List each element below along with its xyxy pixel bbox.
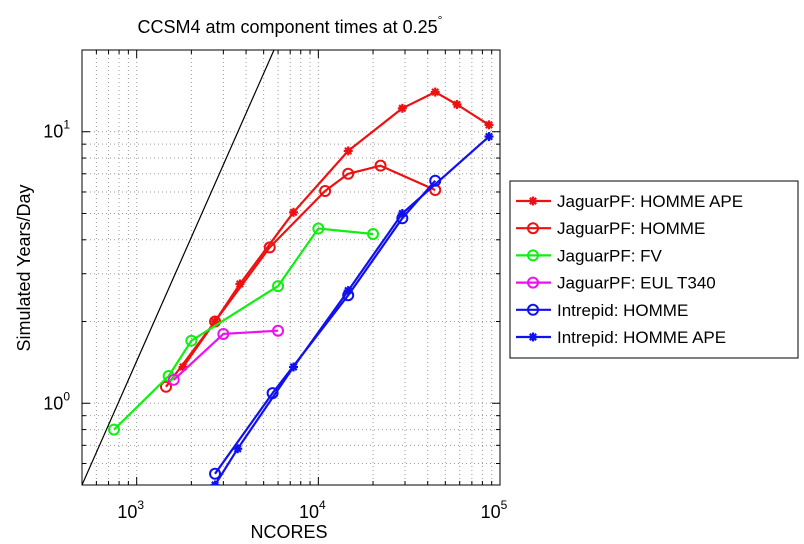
x-axis-title: NCORES bbox=[250, 522, 327, 542]
legend-label: JaguarPF: EUL T340 bbox=[557, 274, 716, 293]
data-point bbox=[319, 184, 332, 197]
data-point bbox=[527, 303, 539, 316]
data-point bbox=[343, 146, 353, 156]
legend-item: Intrepid: HOMME bbox=[516, 301, 688, 320]
data-point bbox=[397, 208, 407, 218]
data-point bbox=[289, 362, 299, 372]
series-line bbox=[214, 179, 437, 475]
series-intrepid-homme bbox=[209, 174, 442, 480]
legend-label: JaguarPF: HOMME APE bbox=[557, 192, 743, 211]
legend-item: JaguarPF: HOMME APE bbox=[516, 192, 743, 211]
series-jaguarpf-fv bbox=[107, 222, 380, 436]
y-tick-label: 100 bbox=[43, 389, 70, 413]
x-tick-label: 105 bbox=[481, 498, 508, 522]
data-point bbox=[159, 380, 172, 393]
legend-label: Intrepid: HOMME APE bbox=[557, 328, 726, 347]
legend: JaguarPF: HOMME APE JaguarPF: HOMME Jaguar… bbox=[509, 180, 799, 359]
title-degree: ° bbox=[438, 13, 443, 27]
data-point bbox=[527, 249, 539, 262]
data-point bbox=[167, 373, 180, 386]
series-jaguarpf-eul-t340 bbox=[167, 324, 285, 386]
data-point bbox=[452, 99, 462, 109]
reference-line bbox=[82, 50, 275, 485]
data-point bbox=[397, 103, 407, 113]
x-tick-label: 104 bbox=[299, 498, 326, 522]
data-point bbox=[107, 423, 120, 436]
data-point bbox=[343, 286, 353, 296]
plot-frame bbox=[81, 49, 501, 486]
data-point bbox=[272, 280, 285, 293]
legend-item: JaguarPF: EUL T340 bbox=[516, 274, 716, 293]
x-tick-labels: 103 104 105 bbox=[117, 498, 507, 522]
ideal-scaling-line bbox=[82, 50, 275, 485]
data-point bbox=[272, 324, 285, 337]
data-point bbox=[430, 87, 440, 97]
axis-ticks bbox=[82, 50, 500, 485]
legend-label: JaguarPF: FV bbox=[557, 246, 663, 265]
data-point bbox=[484, 120, 494, 130]
data-point bbox=[527, 222, 539, 235]
x-tick-label: 103 bbox=[117, 498, 144, 522]
data-point bbox=[289, 207, 299, 217]
legend-label: JaguarPF: HOMME bbox=[557, 219, 705, 238]
legend-item: JaguarPF: FV bbox=[516, 246, 663, 265]
series-intrepid-homme-ape bbox=[210, 132, 494, 485]
data-point bbox=[185, 334, 198, 347]
series-jaguarpf-homme bbox=[159, 159, 442, 393]
y-tick-label: 101 bbox=[43, 118, 70, 142]
legend-label: Intrepid: HOMME bbox=[557, 301, 688, 320]
data-point bbox=[342, 167, 355, 180]
data-point bbox=[210, 480, 220, 485]
data-point bbox=[217, 327, 230, 340]
data-point bbox=[367, 228, 380, 241]
y-tick-labels: 100 101 bbox=[43, 118, 70, 414]
data-point bbox=[527, 276, 539, 289]
series-line bbox=[165, 164, 436, 388]
data-point bbox=[374, 159, 387, 172]
series-line bbox=[113, 227, 374, 431]
legend-item: Intrepid: HOMME APE bbox=[516, 328, 726, 347]
data-point bbox=[263, 241, 276, 254]
y-axis-title: Simulated Years/Day bbox=[14, 184, 34, 351]
legend-box bbox=[509, 180, 799, 359]
series-group bbox=[107, 87, 494, 485]
legend-item: JaguarPF: HOMME bbox=[516, 219, 705, 238]
series-line bbox=[173, 329, 279, 381]
data-point bbox=[528, 332, 538, 342]
data-point bbox=[209, 467, 222, 480]
data-point bbox=[484, 132, 494, 142]
data-point bbox=[312, 222, 325, 235]
data-point bbox=[233, 444, 243, 454]
chart-title: CCSM4 atm component times at 0.25° bbox=[138, 13, 443, 37]
data-point bbox=[528, 196, 538, 206]
series-line bbox=[214, 135, 490, 485]
